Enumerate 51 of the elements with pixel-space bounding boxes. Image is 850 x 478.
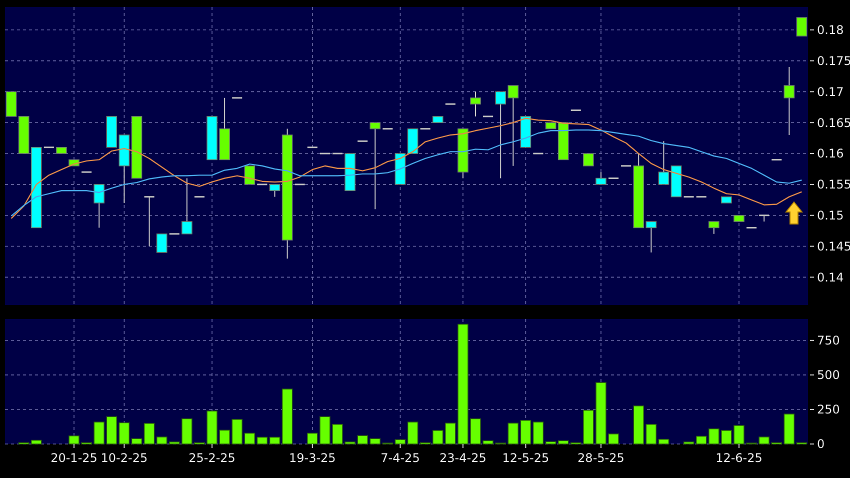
bar [532, 422, 544, 444]
bar [282, 388, 293, 444]
y-tick-label: 750 [817, 334, 840, 348]
candlestick [784, 66, 795, 136]
y-tick-label: 500 [817, 368, 840, 382]
x-tick-label: 25-2-25 [188, 451, 236, 465]
x-tick-label: 12-5-25 [502, 451, 550, 465]
bar [131, 438, 142, 444]
candlestick [156, 234, 168, 253]
x-tick-label: 7-4-25 [380, 451, 420, 465]
candlestick [144, 196, 154, 247]
x-tick-label: 19-3-25 [288, 451, 336, 465]
bar [269, 436, 280, 444]
bar [784, 414, 795, 444]
candlestick [658, 140, 670, 185]
bar [118, 422, 130, 444]
y-tick-label: 0.14 [817, 270, 844, 284]
bar [30, 440, 42, 444]
y-tick-label: 0.145 [817, 239, 850, 254]
y-tick-label: 0.175 [817, 54, 850, 68]
candlestick [470, 91, 481, 117]
candlestick [370, 122, 381, 210]
y-tick-label: 0.16 [817, 146, 844, 161]
candlestick [708, 221, 720, 234]
candlestick [244, 165, 256, 185]
x-tick-label: 23-4-25 [440, 451, 486, 465]
candlestick [796, 17, 808, 36]
candlestick [596, 172, 606, 185]
bar [407, 422, 418, 444]
y-tick-label: 0 [817, 437, 825, 452]
x-tick-label: 10-2-25 [100, 451, 148, 465]
y-tick-label: 250 [817, 402, 840, 417]
candlestick [182, 178, 192, 234]
y-tick-label: 0.17 [817, 84, 844, 99]
candlestick [94, 184, 105, 228]
bar [144, 423, 155, 444]
y-tick-label: 0.15 [817, 208, 844, 223]
bar [683, 442, 694, 444]
candlestick [583, 153, 594, 166]
y-tick-label: 0.165 [817, 116, 850, 130]
bar [256, 436, 268, 444]
bar [394, 439, 406, 444]
x-tick-label: 20-1-25 [50, 451, 98, 465]
x-tick-label: 28-5-25 [578, 451, 624, 465]
bar [520, 420, 532, 444]
bar [545, 441, 556, 444]
x-tick-label: 12-6-25 [716, 451, 762, 465]
y-tick-label: 0.155 [817, 178, 850, 192]
y-tick-label: 0.18 [817, 23, 844, 38]
bar [658, 438, 670, 444]
candlestick [269, 184, 280, 198]
